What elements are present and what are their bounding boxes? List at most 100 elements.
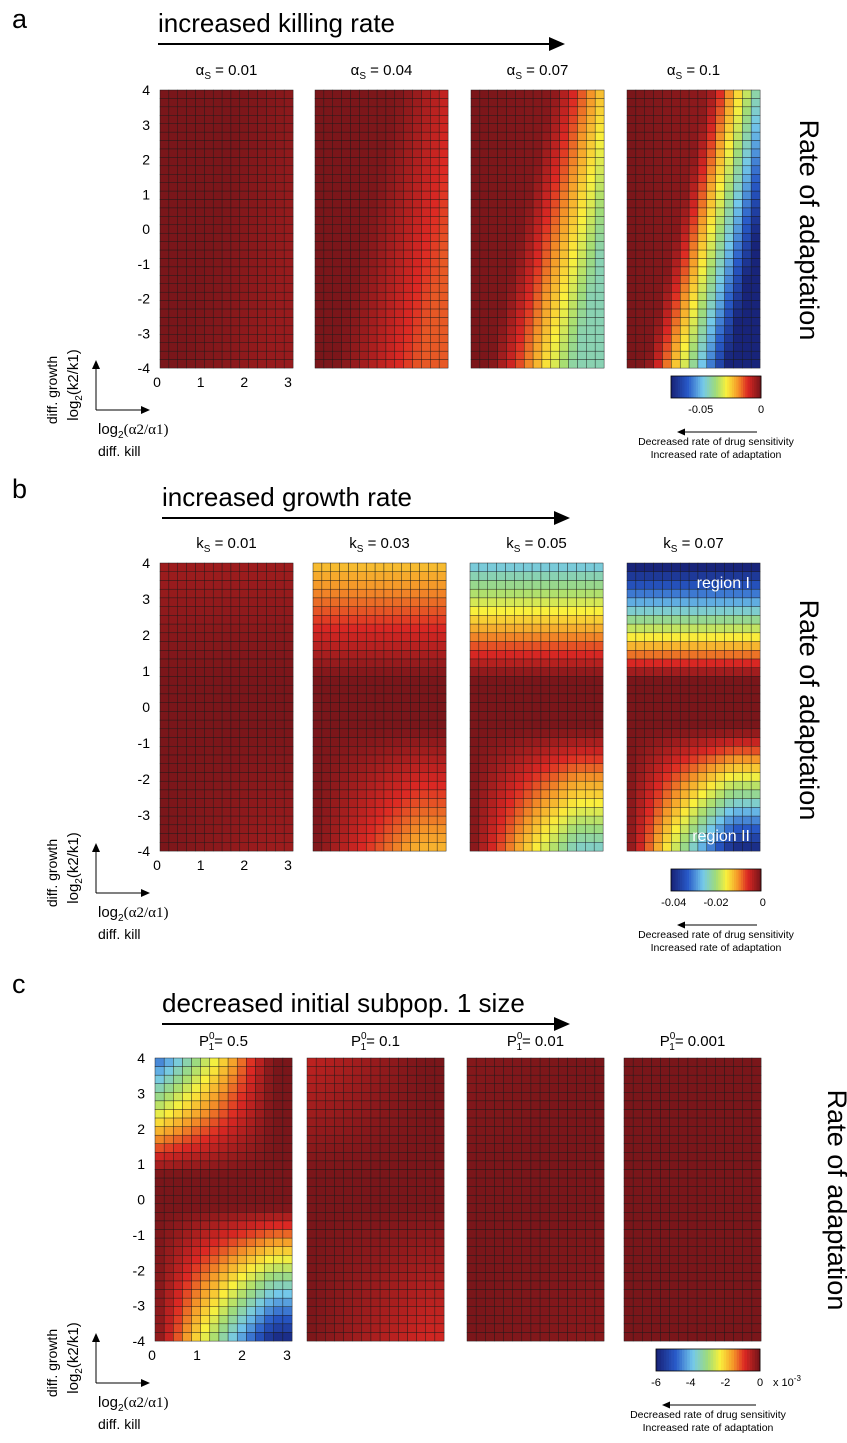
heatmap-cell [275, 588, 285, 599]
heatmap-cell [626, 780, 637, 791]
heatmap-cell [230, 571, 241, 581]
heatmap-cell [186, 232, 196, 242]
heatmap-cell [662, 746, 672, 756]
heatmap-cell [715, 754, 725, 765]
heatmap-cell [532, 300, 543, 310]
heatmap-cell [550, 123, 560, 133]
heatmap-cell [497, 115, 507, 125]
heatmap-cell [204, 763, 214, 773]
heatmap-cell [343, 1263, 353, 1273]
heatmap-cell [733, 148, 743, 158]
heatmap-cell [523, 300, 534, 310]
colorbar-segment [752, 869, 755, 891]
heatmap-cell [416, 1092, 427, 1102]
heatmap-cell [385, 140, 396, 150]
heatmap-cell [506, 165, 516, 175]
heatmap-cell [428, 824, 438, 834]
heatmap-cell [567, 641, 577, 651]
heatmap-cell [697, 174, 708, 183]
heatmap-cell [376, 317, 387, 327]
heatmap-cell [505, 824, 515, 834]
colorbar-segment [707, 376, 710, 398]
heatmap-cell [334, 1194, 344, 1205]
heatmap-cell [662, 606, 672, 616]
heatmap-cell [478, 754, 489, 765]
heatmap-cell [239, 789, 249, 799]
heatmap-cell [531, 763, 542, 773]
heatmap-cell [715, 798, 725, 808]
heatmap-cell [367, 350, 378, 360]
heatmap-cell [515, 241, 525, 251]
heatmap-cell [644, 207, 654, 217]
heatmap-cell [567, 684, 577, 695]
heatmap-cell [401, 807, 411, 817]
heatmap-cell [154, 1160, 165, 1170]
heatmap-cell [401, 737, 411, 747]
heatmap-cell [515, 199, 525, 209]
heatmap-cell [428, 842, 438, 852]
heatmap-cell [515, 182, 525, 192]
heatmap-cell [374, 842, 385, 852]
heatmap-cell [532, 350, 543, 360]
heatmap-cell [567, 667, 577, 677]
heatmap-cell [550, 98, 560, 108]
heatmap-cell [706, 266, 716, 276]
heatmap-cell [688, 693, 699, 703]
heatmap-cell [438, 165, 449, 175]
heatmap-cell [392, 842, 402, 852]
heatmap-cell [239, 148, 249, 158]
heatmap-cell [586, 359, 596, 369]
heatmap-cell [697, 754, 708, 765]
heatmap-cell [671, 824, 681, 834]
heatmap-cell [191, 1246, 201, 1256]
heatmap-cell [593, 711, 604, 721]
heatmap-cell [177, 711, 187, 721]
heatmap-cell [479, 174, 490, 183]
heatmap-cell [264, 1237, 275, 1247]
heatmap-cell [559, 115, 569, 125]
heatmap-cell [733, 207, 743, 217]
heatmap-cell [594, 275, 605, 285]
heatmap-cell [177, 148, 187, 158]
heatmap-cell [312, 693, 323, 703]
heatmap-cell [330, 754, 340, 765]
heatmap-cell [662, 676, 672, 686]
heatmap-cell [697, 325, 708, 335]
heatmap-cell [487, 597, 497, 607]
heatmap-cell [154, 1177, 165, 1187]
heatmap-cell [398, 1160, 408, 1170]
colorbar-segment [756, 869, 760, 891]
heatmap-cell [733, 283, 743, 293]
heatmap-cell [177, 334, 187, 344]
heatmap-cell [470, 334, 481, 344]
heatmap-cell [662, 350, 672, 360]
heatmap-cell [532, 131, 543, 141]
heatmap-cell [376, 190, 387, 200]
heatmap-cell [159, 199, 170, 209]
heatmap-cell [191, 1203, 201, 1213]
heatmap-cell [195, 623, 205, 634]
heatmap-cell [540, 650, 551, 660]
heatmap-cell [315, 1074, 326, 1085]
heatmap-cell [715, 737, 725, 747]
heatmap-cell [421, 325, 431, 335]
heatmap-cell [315, 1255, 326, 1265]
heatmap-cell [266, 606, 276, 616]
heatmap-cell [478, 737, 489, 747]
heatmap-cell [312, 684, 323, 695]
heatmap-cell [715, 174, 725, 183]
heatmap-cell [568, 106, 578, 116]
heatmap-cell [522, 641, 533, 651]
heatmap-cell [550, 207, 560, 217]
heatmap-cell [177, 702, 187, 712]
heatmap-cell [330, 684, 340, 695]
heatmap-cell [282, 1323, 293, 1333]
heatmap-cell [635, 115, 646, 125]
side-label: Rate of adaptation [794, 120, 824, 341]
heatmap-cell [221, 317, 232, 327]
heatmap-cell [697, 772, 708, 782]
heatmap-cell [236, 1332, 247, 1342]
heatmap-cell [412, 241, 422, 251]
heatmap-cell [212, 789, 223, 799]
heatmap-cell [330, 746, 340, 756]
